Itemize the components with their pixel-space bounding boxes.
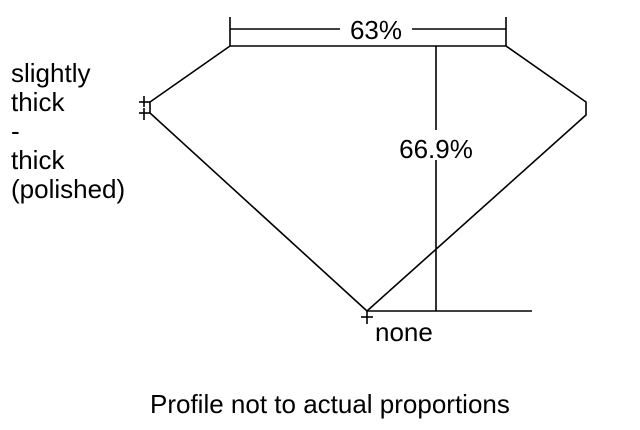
culet-label: none: [375, 317, 433, 347]
girdle-label: slightly thick - thick (polished): [11, 58, 125, 204]
girdle-label-line: thick: [11, 87, 65, 117]
table-percent-label: 63%: [350, 15, 402, 45]
table-dimension-line: [229, 17, 507, 46]
depth-percent-label: 66.9%: [399, 134, 473, 164]
depth-dimension-line: [367, 46, 532, 312]
girdle-label-line: (polished): [11, 174, 125, 204]
girdle-label-line: slightly: [11, 58, 90, 88]
footer-note: Profile not to actual proportions: [150, 389, 510, 419]
girdle-label-line: thick: [11, 145, 65, 175]
girdle-marker: [139, 96, 150, 120]
girdle-label-line: -: [11, 116, 20, 146]
culet-marker: [361, 311, 373, 324]
diamond-outline: [149, 45, 587, 313]
